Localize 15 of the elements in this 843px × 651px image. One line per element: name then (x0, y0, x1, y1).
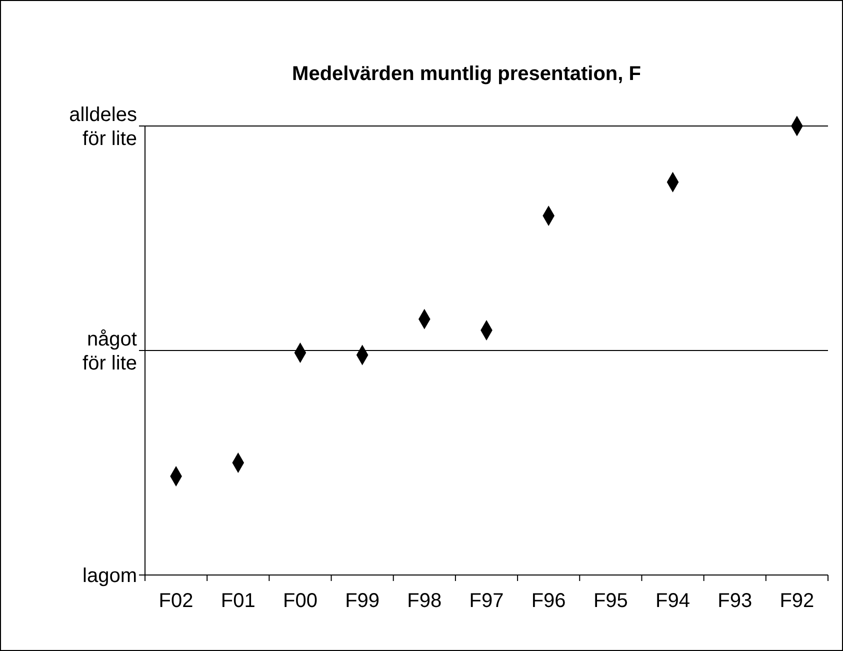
x-tick-label: F95 (593, 590, 628, 612)
x-tick-label: F96 (531, 590, 566, 612)
text: lagom (82, 565, 137, 587)
text: något för lite (82, 328, 138, 374)
text: alldeles för lite (69, 104, 137, 150)
x-tick-label: F98 (407, 590, 442, 612)
x-tick-label: F94 (656, 590, 690, 612)
chart-title: Medelvärden muntlig presentation, F (292, 63, 641, 85)
x-tick-label: F00 (282, 590, 318, 612)
x-tick-label: F99 (345, 590, 380, 612)
x-tick-label: F97 (469, 590, 504, 612)
x-tick-label: F02 (158, 590, 194, 612)
x-tick-label: F01 (220, 590, 256, 612)
x-tick-label: F93 (718, 590, 752, 612)
x-tick-label: F92 (780, 590, 814, 612)
